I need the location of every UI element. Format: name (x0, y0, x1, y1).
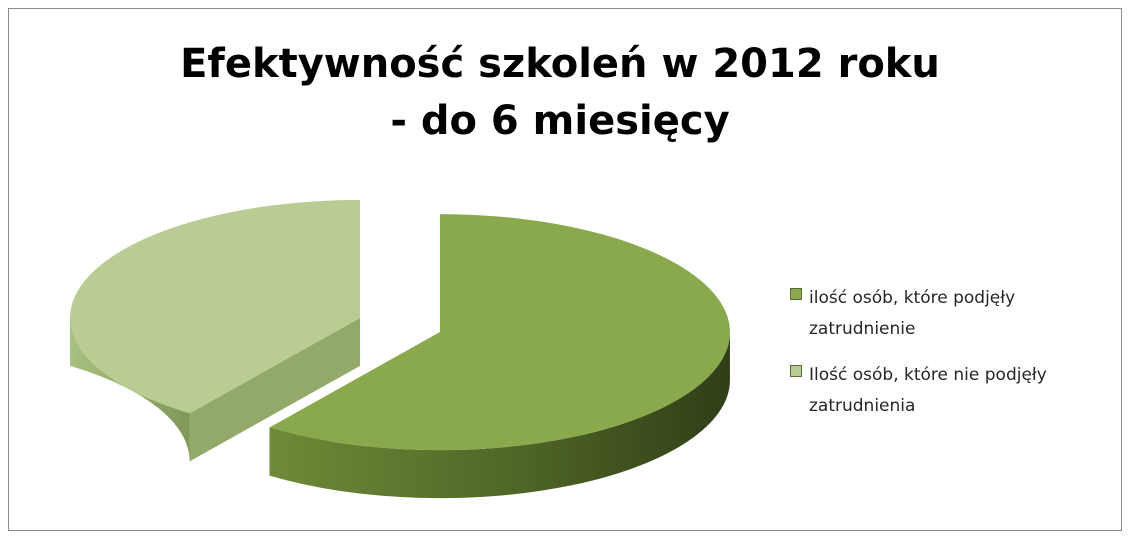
chart-title: Efektywność szkoleń w 2012 roku - do 6 m… (180, 41, 940, 144)
chart-legend: ilość osób, które podjęły zatrudnienie I… (790, 283, 1125, 437)
legend-item-not-employed: Ilość osób, które nie podjęły zatrudnien… (790, 360, 1125, 422)
pie-slice-employed-side (269, 332, 730, 499)
pie-slice-employed (269, 214, 730, 451)
pie-slice-not-employed-cut (189, 317, 361, 462)
legend-label-not-employed: Ilość osób, które nie podjęły zatrudnien… (809, 365, 1047, 416)
legend-swatch-employed (790, 288, 802, 300)
legend-label-employed: ilość osób, które podjęły zatrudnienie (809, 288, 1016, 339)
legend-swatch-not-employed (790, 365, 802, 377)
legend-item-employed: ilość osób, które podjęły zatrudnienie (790, 283, 1125, 345)
pie-slice-not-employed (70, 199, 361, 414)
